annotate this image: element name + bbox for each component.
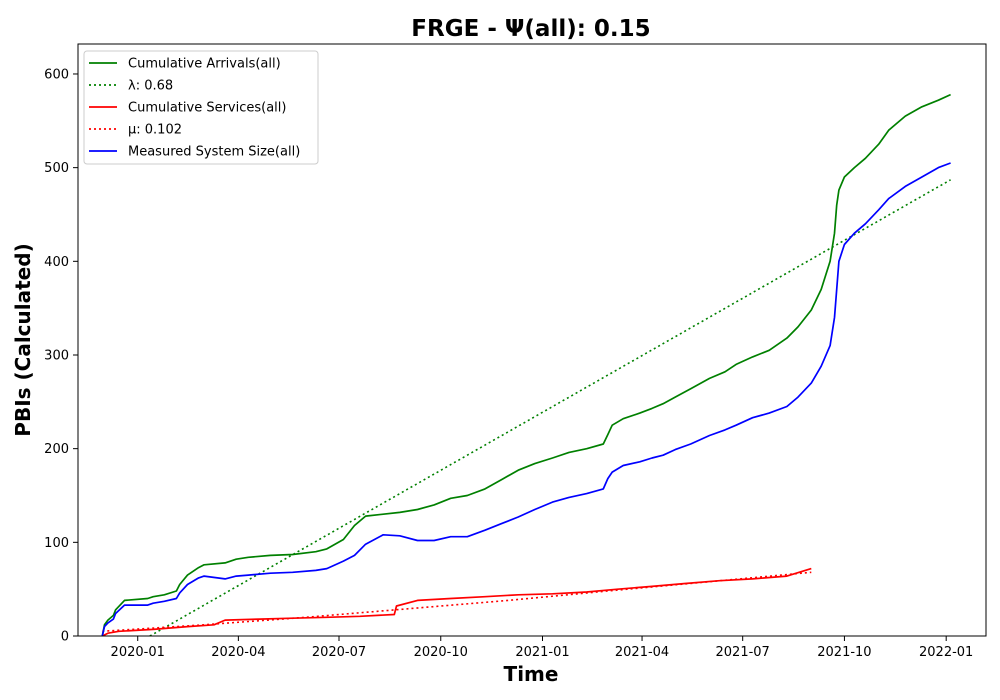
x-tick-label: 2021-01: [515, 645, 569, 660]
legend-label-0: Cumulative Arrivals(all): [128, 57, 281, 72]
x-tick-label: 2022-01: [919, 645, 973, 660]
series-line-1: [149, 179, 951, 636]
legend-label-3: μ: 0.102: [128, 123, 182, 138]
x-tick-label: 2021-10: [817, 645, 871, 660]
x-tick-label: 2020-01: [111, 645, 165, 660]
plot-frame: [77, 43, 987, 637]
x-axis-title: Time: [504, 662, 559, 686]
y-tick-label: 200: [44, 442, 69, 457]
x-tick-label: 2021-07: [716, 645, 770, 660]
x-axis: 2020-01 2020-04 2020-07 2020-10 2021-01 2021-…: [111, 636, 973, 660]
x-tick-label: 2021-04: [615, 645, 669, 660]
series-line-4: [101, 162, 951, 636]
y-tick-label: 500: [44, 161, 69, 176]
y-axis: 0 100 200 300 400 500 600: [44, 67, 78, 645]
x-tick-label: 2020-10: [414, 645, 468, 660]
series-layer: [101, 93, 951, 636]
series-line-0: [101, 93, 951, 636]
y-axis-title: PBIs (Calculated): [11, 243, 35, 436]
y-tick-label: 600: [44, 67, 69, 82]
series-line-2: [101, 567, 812, 636]
legend: Cumulative Arrivals(all) λ: 0.68 Cumulativ…: [83, 50, 319, 165]
x-tick-label: 2020-07: [312, 645, 366, 660]
legend-frame: [83, 50, 319, 165]
y-tick-label: 100: [44, 536, 69, 551]
legend-label-1: λ: 0.68: [128, 79, 173, 94]
legend-label-2: Cumulative Services(all): [128, 101, 286, 116]
y-tick-label: 0: [61, 630, 69, 645]
legend-label-4: Measured System Size(all): [128, 145, 300, 160]
chart-title: FRGE - Ψ(all): 0.15: [411, 16, 650, 42]
y-tick-label: 400: [44, 255, 69, 270]
x-tick-label: 2020-04: [211, 645, 265, 660]
y-tick-label: 300: [44, 348, 69, 363]
series-line-3: [102, 571, 812, 633]
